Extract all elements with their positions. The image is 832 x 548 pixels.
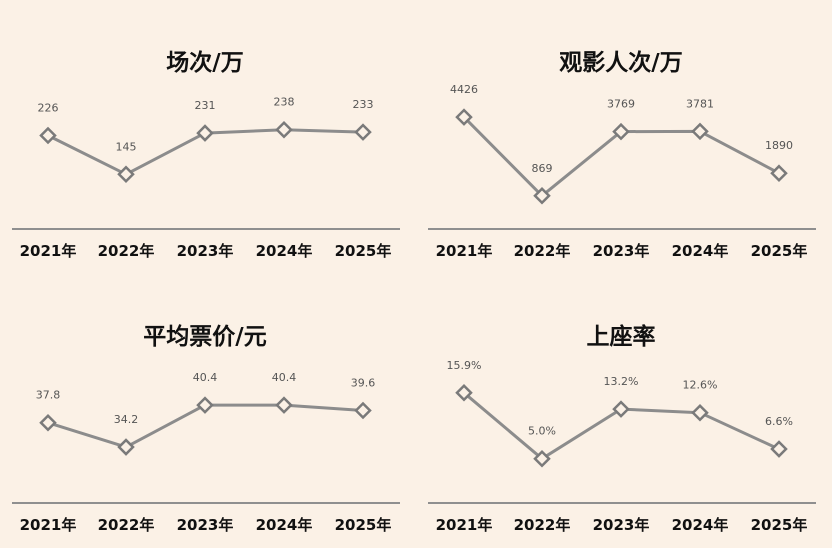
data-label: 4426 xyxy=(450,83,478,96)
data-label: 15.9% xyxy=(447,359,482,372)
data-label: 1890 xyxy=(765,139,793,152)
x-tick-label: 2025年 xyxy=(335,242,392,260)
x-tick-label: 2021年 xyxy=(20,242,77,260)
data-label: 869 xyxy=(532,162,553,175)
x-tick-label: 2021年 xyxy=(436,242,493,260)
data-label: 12.6% xyxy=(683,379,718,392)
data-label: 39.6 xyxy=(351,377,376,390)
data-point-marker xyxy=(691,403,709,422)
data-point-marker xyxy=(770,164,788,182)
chart-screenings: 场次/万 226 145 231 238 233 2021年 2022年 2023年 2024年 2… xyxy=(0,0,416,274)
data-label: 34.2 xyxy=(114,413,139,426)
data-point-marker xyxy=(533,187,551,205)
chart-occupancy-rate: 上座率 15.9% 5.0% 13.2% 12.6% 6.6% 2021年 2022年 2023… xyxy=(416,274,832,548)
chart-svg: 平均票价/元 37.8 34.2 40.4 40.4 39.6 2021年 2022年 2023… xyxy=(12,323,400,534)
data-point-marker xyxy=(354,123,372,141)
chart-svg: 上座率 15.9% 5.0% 13.2% 12.6% 6.6% 2021年 2022年 2023… xyxy=(428,323,816,534)
data-label: 231 xyxy=(195,99,216,112)
data-label: 6.6% xyxy=(765,415,793,428)
data-point-marker xyxy=(275,120,293,139)
x-tick-label: 2021年 xyxy=(436,516,493,534)
x-tick-label: 2023年 xyxy=(593,516,650,534)
chart-avg-ticket-price: 平均票价/元 37.8 34.2 40.4 40.4 39.6 2021年 2022年 2023… xyxy=(0,274,416,548)
x-tick-label: 2021年 xyxy=(20,516,77,534)
data-label: 40.4 xyxy=(272,371,297,384)
x-tick-label: 2023年 xyxy=(593,242,650,260)
chart-title: 上座率 xyxy=(587,323,656,350)
chart-title: 观影人次/万 xyxy=(559,49,682,76)
x-tick-label: 2023年 xyxy=(177,516,234,534)
data-point-marker xyxy=(196,396,214,414)
data-label: 233 xyxy=(353,98,374,111)
data-point-marker xyxy=(455,108,473,126)
chart-svg: 场次/万 226 145 231 238 233 2021年 2022年 2023年 2024年 2… xyxy=(12,49,400,260)
x-tick-label: 2024年 xyxy=(672,242,729,260)
data-point-marker xyxy=(117,165,135,184)
x-tick-label: 2023年 xyxy=(177,242,234,260)
data-point-marker xyxy=(354,401,372,420)
chart-attendance: 观影人次/万 4426 869 3769 3781 1890 2021年 2022年 2023年… xyxy=(416,0,832,274)
data-point-marker xyxy=(39,126,57,145)
data-label: 3781 xyxy=(686,97,714,110)
data-label: 145 xyxy=(116,140,137,153)
data-label: 37.8 xyxy=(36,389,61,402)
data-point-marker xyxy=(612,400,630,418)
data-label: 238 xyxy=(274,96,295,109)
data-point-marker xyxy=(275,396,293,414)
data-label: 3769 xyxy=(607,98,635,111)
data-point-marker xyxy=(691,122,709,141)
x-tick-label: 2022年 xyxy=(514,242,571,260)
data-label: 226 xyxy=(38,102,59,115)
x-tick-label: 2025年 xyxy=(751,242,808,260)
data-label: 40.4 xyxy=(193,371,218,384)
data-point-marker xyxy=(455,383,473,402)
x-tick-label: 2025年 xyxy=(751,516,808,534)
data-point-marker xyxy=(196,124,214,142)
chart-title: 平均票价/元 xyxy=(143,323,266,350)
data-point-marker xyxy=(39,413,57,432)
x-tick-label: 2022年 xyxy=(514,516,571,534)
x-tick-label: 2024年 xyxy=(256,242,313,260)
data-point-marker xyxy=(612,122,630,141)
x-tick-label: 2024年 xyxy=(672,516,729,534)
chart-svg: 观影人次/万 4426 869 3769 3781 1890 2021年 2022年 2023年… xyxy=(428,49,816,260)
chart-title: 场次/万 xyxy=(166,49,243,76)
data-point-marker xyxy=(533,449,551,468)
x-tick-label: 2022年 xyxy=(98,242,155,260)
x-tick-label: 2024年 xyxy=(256,516,313,534)
data-label: 5.0% xyxy=(528,425,556,438)
data-point-marker xyxy=(770,440,788,458)
data-point-marker xyxy=(117,438,135,456)
x-tick-label: 2022年 xyxy=(98,516,155,534)
x-tick-label: 2025年 xyxy=(335,516,392,534)
data-label: 13.2% xyxy=(604,375,639,388)
